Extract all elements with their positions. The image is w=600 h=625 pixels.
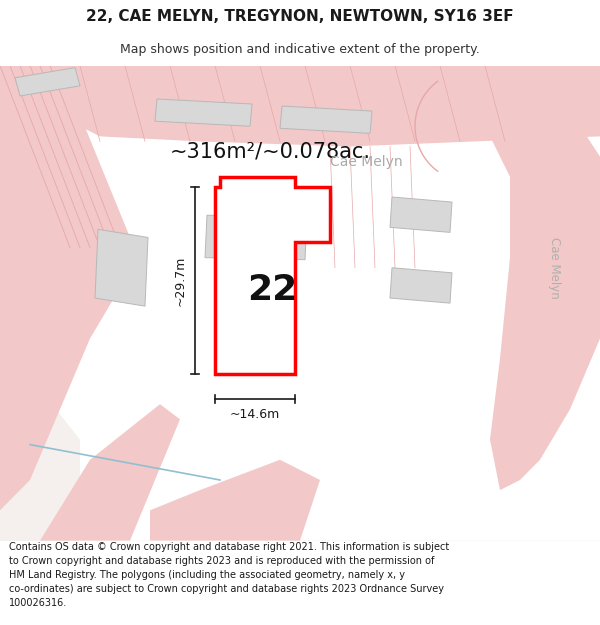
- Text: ~14.6m: ~14.6m: [230, 408, 280, 421]
- Text: Contains OS data © Crown copyright and database right 2021. This information is : Contains OS data © Crown copyright and d…: [9, 542, 449, 608]
- Polygon shape: [0, 66, 600, 146]
- Polygon shape: [0, 404, 180, 541]
- Polygon shape: [155, 99, 252, 126]
- Polygon shape: [0, 66, 130, 510]
- Text: Cae Melyn: Cae Melyn: [330, 154, 403, 169]
- Polygon shape: [0, 66, 600, 541]
- Polygon shape: [460, 66, 600, 490]
- Polygon shape: [15, 68, 80, 96]
- Text: 22, CAE MELYN, TREGYNON, NEWTOWN, SY16 3EF: 22, CAE MELYN, TREGYNON, NEWTOWN, SY16 3…: [86, 9, 514, 24]
- Polygon shape: [390, 197, 452, 232]
- Text: Map shows position and indicative extent of the property.: Map shows position and indicative extent…: [120, 42, 480, 56]
- Polygon shape: [205, 215, 307, 259]
- Text: ~316m²/~0.078ac.: ~316m²/~0.078ac.: [170, 141, 371, 161]
- Polygon shape: [95, 229, 148, 306]
- Polygon shape: [280, 106, 372, 133]
- Polygon shape: [390, 268, 452, 303]
- Text: Cae Melyn: Cae Melyn: [548, 237, 562, 299]
- Text: ~29.7m: ~29.7m: [174, 255, 187, 306]
- Polygon shape: [150, 460, 320, 541]
- Text: 22: 22: [247, 274, 298, 308]
- Polygon shape: [215, 177, 330, 374]
